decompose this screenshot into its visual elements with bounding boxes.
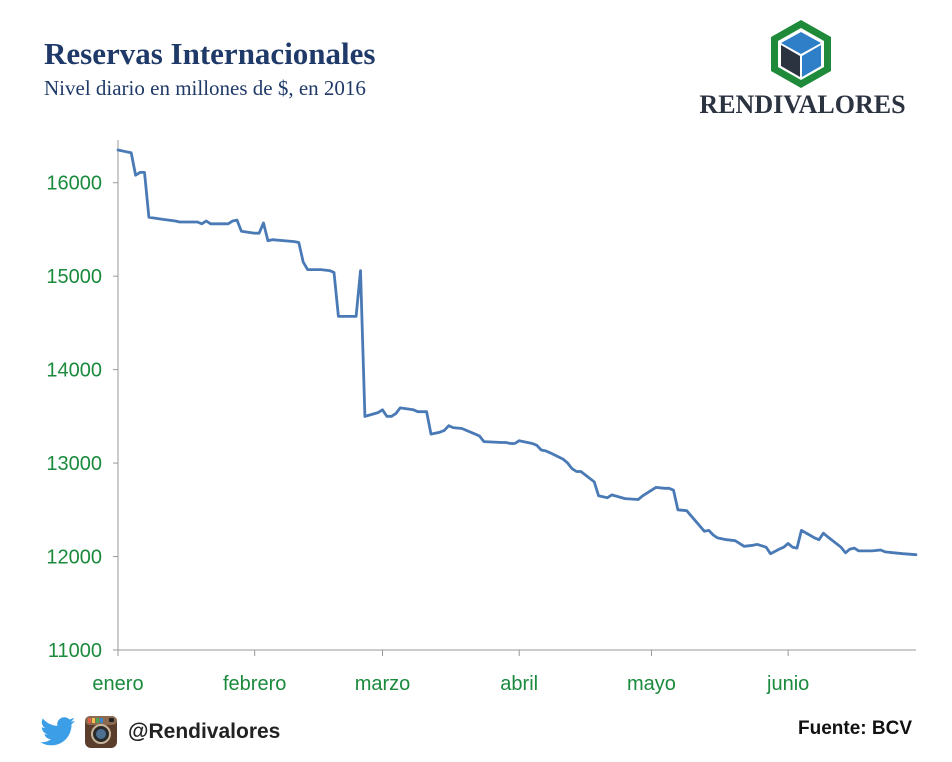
brand-logo: RENDIVALORES xyxy=(690,18,915,119)
y-axis: 11000 12000 13000 14000 15000 16000 xyxy=(46,140,119,662)
y-tick-label: 15000 xyxy=(46,266,102,288)
twitter-icon[interactable] xyxy=(40,717,76,747)
x-tick-label: enero xyxy=(92,673,143,695)
data-source: Fuente: BCV xyxy=(798,718,912,739)
social-footer: @Rendivalores xyxy=(40,712,280,752)
brand-name: RENDIVALORES xyxy=(699,90,906,119)
x-axis: enero febrero marzo abril mayo junio xyxy=(92,649,916,695)
x-tick-label: febrero xyxy=(223,673,286,695)
chart-subtitle: Nivel diario en millones de $, en 2016 xyxy=(44,76,366,100)
y-tick-label: 11000 xyxy=(48,640,102,662)
series-group xyxy=(116,148,918,557)
line-chart: 11000 12000 13000 14000 15000 16000 enero febr… xyxy=(46,140,918,695)
series-line xyxy=(116,148,918,557)
x-tick-label: junio xyxy=(766,673,809,695)
social-handle[interactable]: @Rendivalores xyxy=(128,720,281,743)
x-tick-label: abril xyxy=(500,673,538,695)
y-tick-label: 14000 xyxy=(46,360,102,382)
y-tick-label: 13000 xyxy=(46,453,102,475)
chart-title: Reservas Internacionales xyxy=(44,36,376,71)
y-tick-label: 12000 xyxy=(46,547,102,569)
x-tick-label: marzo xyxy=(355,673,411,695)
instagram-icon[interactable] xyxy=(84,715,118,749)
y-tick-label: 16000 xyxy=(46,173,102,195)
cube-logo-icon xyxy=(771,20,831,88)
x-tick-label: mayo xyxy=(627,673,676,695)
